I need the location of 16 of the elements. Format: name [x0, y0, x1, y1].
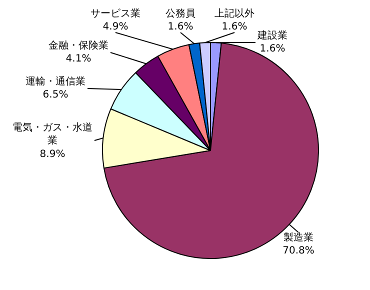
- data-label: 8.9%: [40, 148, 66, 160]
- slice-label: 運輸・通信業: [26, 76, 86, 88]
- slice-label: 建設業: [256, 30, 288, 42]
- data-label: 6.5%: [42, 90, 68, 101]
- slice-label: 上記以外: [214, 8, 254, 20]
- slice-label: 電気・ガス・水道業: [12, 122, 92, 147]
- data-label: 4.9%: [102, 22, 128, 33]
- slice-label: 金融・保険業: [48, 40, 108, 52]
- data-label: 1.6%: [168, 22, 194, 33]
- data-label: 70.8%: [282, 246, 314, 257]
- slice-label: 公務員: [166, 8, 196, 20]
- data-label: 1.6%: [222, 22, 248, 33]
- data-label: 4.1%: [66, 54, 92, 65]
- slice-label: 製造業: [284, 232, 314, 244]
- data-label: 1.6%: [260, 44, 286, 55]
- slice-label: サービス業: [90, 8, 140, 20]
